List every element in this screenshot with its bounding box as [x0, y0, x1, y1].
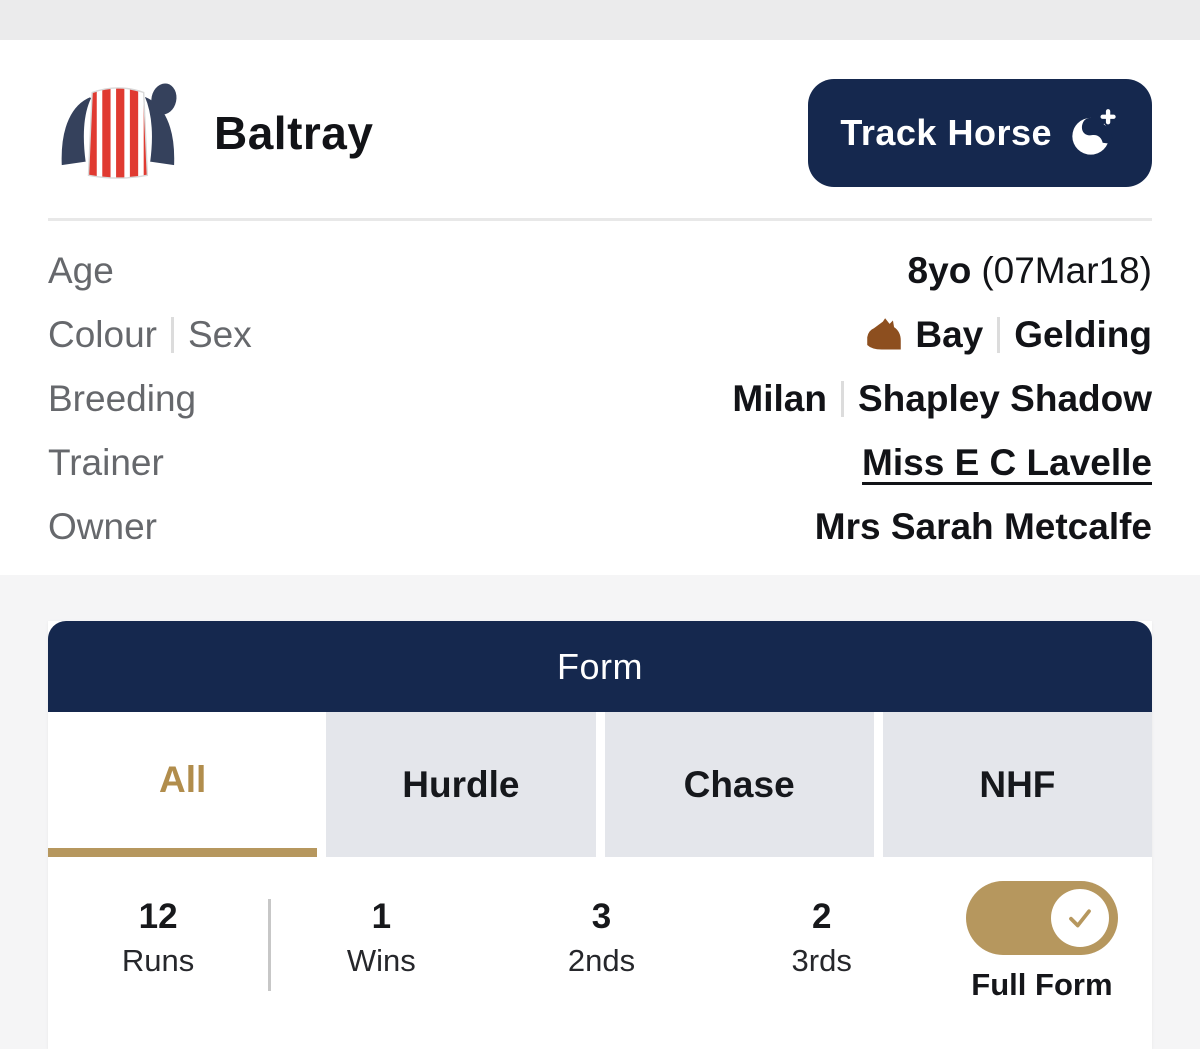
stat-seconds-label: 2nds — [567, 943, 636, 978]
check-icon — [1069, 909, 1091, 928]
sire-value: Milan — [732, 378, 827, 419]
detail-row-age: Age 8yo (07Mar18) — [48, 239, 1152, 303]
breeding-label: Breeding — [48, 378, 197, 419]
stat-thirds-label: 3rds — [791, 943, 852, 978]
horse-plus-icon — [1072, 109, 1116, 155]
full-form-toggle-column: Full Form — [932, 881, 1152, 1003]
header-divider — [48, 218, 1152, 221]
colour-sex-label: Colour Sex — [48, 314, 252, 356]
horse-details-list: Age 8yo (07Mar18) Colour Sex Bay Gelding — [48, 239, 1152, 559]
full-form-toggle-label: Full Form — [971, 967, 1113, 1002]
stat-seconds-value: 3 — [591, 897, 612, 936]
stat-runs-label: Runs — [121, 943, 195, 978]
tab-chase[interactable]: Chase — [604, 712, 874, 857]
detail-row-trainer: Trainer Miss E C Lavelle — [48, 431, 1152, 495]
colour-sex-value: Bay Gelding — [865, 314, 1152, 356]
sex-value: Gelding — [1014, 314, 1152, 355]
track-horse-button-label: Track Horse — [840, 112, 1052, 153]
trainer-link[interactable]: Miss E C Lavelle — [862, 442, 1152, 483]
owner-value: Mrs Sarah Metcalfe — [814, 506, 1152, 547]
value-separator — [997, 317, 1001, 353]
value-separator — [840, 381, 844, 417]
sex-label: Sex — [188, 314, 252, 355]
page-title-horse-name: Baltray — [214, 107, 374, 159]
age-value-main: 8yo — [907, 250, 972, 291]
form-card-title: Form — [557, 645, 643, 687]
full-form-toggle[interactable] — [965, 881, 1118, 955]
stats-divider — [268, 899, 272, 991]
jockey-silks-icon — [59, 83, 177, 179]
top-status-strip — [0, 0, 1200, 40]
toggle-knob — [1050, 889, 1109, 947]
stat-runs-value: 12 — [138, 897, 178, 936]
horse-header-row: Baltray Track Horse — [48, 40, 1152, 190]
stat-runs: 12 Runs — [48, 897, 268, 979]
detail-row-breeding: Breeding Milan Shapley Shadow — [48, 367, 1152, 431]
tab-all[interactable]: All — [48, 712, 318, 857]
form-card: Form All Hurdle Chase NHF 12 Runs 1 Wins… — [48, 621, 1152, 1049]
breeding-value: Milan Shapley Shadow — [732, 378, 1152, 420]
colour-value: Bay — [915, 314, 984, 355]
form-stats-row: 12 Runs 1 Wins 3 2nds 2 3rds Full Form — [48, 857, 1152, 1049]
horse-header-panel: Baltray Track Horse Age 8yo (07Mar18) Co… — [0, 40, 1200, 575]
form-card-header: Form — [48, 621, 1152, 712]
age-value-date: (07Mar18) — [981, 250, 1152, 291]
dam-value: Shapley Shadow — [857, 378, 1152, 419]
stat-seconds: 3 2nds — [491, 897, 711, 979]
tab-hurdle[interactable]: Hurdle — [326, 712, 596, 857]
label-separator — [171, 317, 174, 353]
age-value: 8yo (07Mar18) — [908, 250, 1152, 292]
trainer-label: Trainer — [48, 442, 164, 483]
horse-head-icon — [867, 318, 902, 350]
colour-label: Colour — [48, 314, 157, 355]
track-horse-button[interactable]: Track Horse — [808, 79, 1152, 187]
stat-wins-value: 1 — [371, 897, 392, 936]
stat-thirds: 2 3rds — [712, 897, 932, 979]
stat-wins: 1 Wins — [271, 897, 491, 979]
age-label: Age — [48, 250, 114, 291]
stat-wins-label: Wins — [346, 943, 416, 978]
form-tabs: All Hurdle Chase NHF — [48, 712, 1152, 857]
detail-row-colour-sex: Colour Sex Bay Gelding — [48, 303, 1152, 367]
owner-label: Owner — [48, 506, 157, 547]
stat-thirds-value: 2 — [811, 897, 832, 936]
tab-nhf[interactable]: NHF — [882, 712, 1152, 857]
detail-row-owner: Owner Mrs Sarah Metcalfe — [48, 495, 1152, 559]
